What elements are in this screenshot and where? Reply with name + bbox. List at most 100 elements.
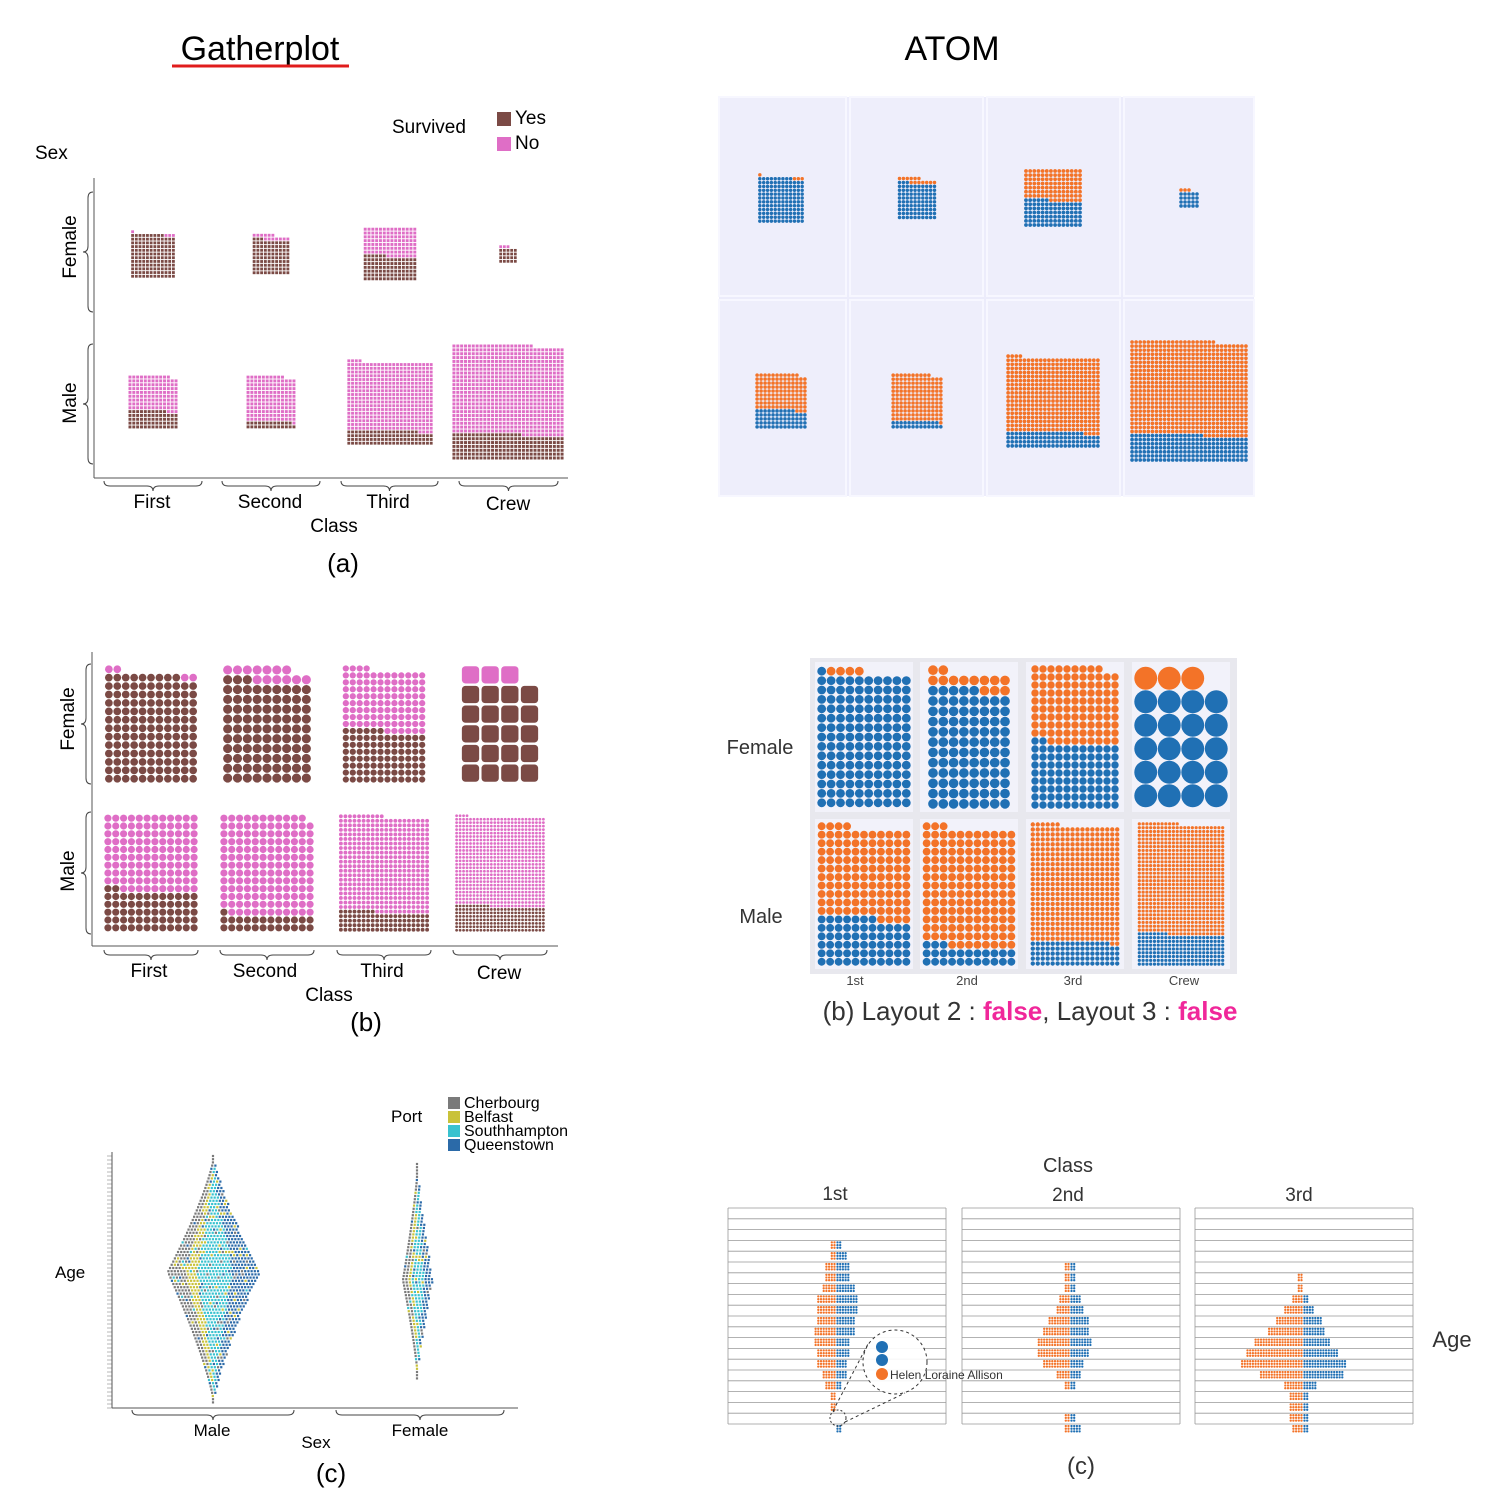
unit-mark-no	[1223, 368, 1228, 373]
unit-mark-no	[491, 387, 495, 390]
unit-mark-yes	[765, 200, 770, 204]
unit-mark-no	[1146, 380, 1151, 385]
unit-mark-yes	[498, 444, 502, 448]
unit-mark-no	[556, 379, 560, 383]
unit-mark-yes	[513, 256, 517, 260]
unit-mark-no	[549, 398, 552, 402]
unit-mark-no	[755, 377, 759, 381]
unit-mark-no	[533, 398, 537, 402]
unit-mark-no	[537, 375, 541, 379]
unit-mark-no	[354, 385, 358, 389]
unit-mark-yes	[758, 196, 762, 200]
unit-mark-no	[514, 425, 518, 429]
unit-mark-yes	[499, 248, 503, 252]
unit-mark-yes	[1158, 454, 1163, 458]
unit-mark-yes	[1134, 437, 1138, 442]
unit-mark-no	[419, 713, 426, 721]
unit-mark-no	[452, 429, 456, 433]
unit-mark-no	[1203, 364, 1208, 369]
unit-mark-yes	[498, 433, 502, 437]
unit-mark-yes	[232, 704, 243, 714]
unit-mark-no	[498, 398, 502, 402]
unit-mark-yes	[386, 273, 390, 277]
unit-mark-no	[518, 429, 522, 433]
unit-mark-yes	[464, 452, 467, 456]
unit-mark-no	[1067, 362, 1072, 367]
unit-mark-yes	[785, 219, 789, 223]
unit-mark-yes	[479, 441, 483, 445]
unit-mark-no	[1191, 348, 1195, 352]
unit-mark-no	[1191, 384, 1195, 389]
unit-mark-no	[391, 713, 398, 721]
unit-mark-no	[1063, 382, 1068, 387]
unit-mark-yes	[262, 744, 272, 754]
unit-mark-no	[1006, 362, 1010, 367]
unit-mark-no	[426, 400, 429, 404]
unit-mark-yes	[1215, 454, 1220, 458]
unit-mark-no	[464, 410, 467, 414]
unit-mark-no	[413, 246, 417, 250]
unit-mark-no	[1223, 356, 1228, 361]
unit-mark-no	[362, 370, 366, 374]
unit-mark-no	[545, 371, 549, 375]
unit-mark-no	[1026, 358, 1031, 363]
unit-mark-yes	[792, 200, 797, 204]
unit-mark-no	[775, 393, 779, 397]
unit-mark-no	[494, 363, 498, 367]
unit-mark-yes	[418, 441, 422, 445]
unit-mark-no	[1014, 378, 1019, 383]
unit-mark-no	[1162, 368, 1167, 373]
unit-mark-no	[1044, 189, 1049, 194]
unit-mark-yes	[1211, 437, 1216, 442]
unit-mark-no	[1166, 393, 1171, 397]
unit-mark-no	[250, 394, 254, 398]
unit-mark-yes	[1162, 445, 1167, 450]
unit-mark-no	[552, 383, 556, 387]
unit-mark-no	[429, 396, 433, 400]
unit-mark-yes	[342, 748, 349, 755]
unit-mark-no	[1240, 364, 1244, 369]
unit-mark-no	[273, 375, 277, 379]
unit-mark-no	[1130, 364, 1134, 369]
unit-mark-no	[1179, 340, 1183, 344]
unit-mark-no	[1014, 382, 1019, 387]
unit-mark-no	[1150, 368, 1155, 373]
unit-mark-yes	[151, 924, 159, 932]
unit-mark-no	[1010, 378, 1015, 383]
unit-mark-yes	[502, 259, 506, 263]
unit-mark-yes	[915, 425, 919, 429]
unit-mark-no	[1071, 362, 1076, 367]
unit-mark-no	[494, 410, 498, 414]
unit-mark-yes	[1030, 439, 1035, 444]
unit-mark-no	[1154, 417, 1159, 422]
unit-mark-yes	[520, 725, 539, 743]
unit-mark-yes	[138, 271, 142, 274]
unit-mark-yes	[1034, 444, 1039, 448]
unit-mark-yes	[1170, 458, 1175, 462]
unit-mark-no	[1071, 423, 1076, 428]
unit-mark-yes	[151, 421, 155, 425]
unit-mark-no	[545, 352, 549, 356]
unit-mark-no	[560, 356, 564, 360]
unit-mark-yes	[301, 694, 311, 704]
unit-mark-no	[452, 417, 456, 421]
unit-mark-yes	[164, 252, 168, 256]
unit-mark-no	[1087, 419, 1092, 424]
unit-mark-yes	[1223, 458, 1228, 462]
unit-mark-no	[1047, 415, 1051, 420]
unit-mark-no	[1079, 427, 1084, 432]
unit-mark-no	[261, 402, 265, 406]
unit-mark-no	[763, 377, 767, 381]
unit-mark-yes	[413, 269, 417, 273]
unit-mark-no	[377, 672, 384, 679]
unit-mark-no	[392, 426, 396, 430]
unit-mark-no	[1179, 425, 1183, 430]
unit-mark-yes	[769, 207, 774, 212]
unit-mark-no	[1038, 419, 1043, 424]
unit-mark-yes	[155, 413, 159, 417]
unit-mark-yes	[413, 277, 417, 281]
unit-mark-no	[895, 389, 899, 393]
unit-mark-no	[1026, 415, 1031, 420]
unit-mark-yes	[398, 277, 401, 281]
unit-mark-yes	[131, 263, 134, 267]
